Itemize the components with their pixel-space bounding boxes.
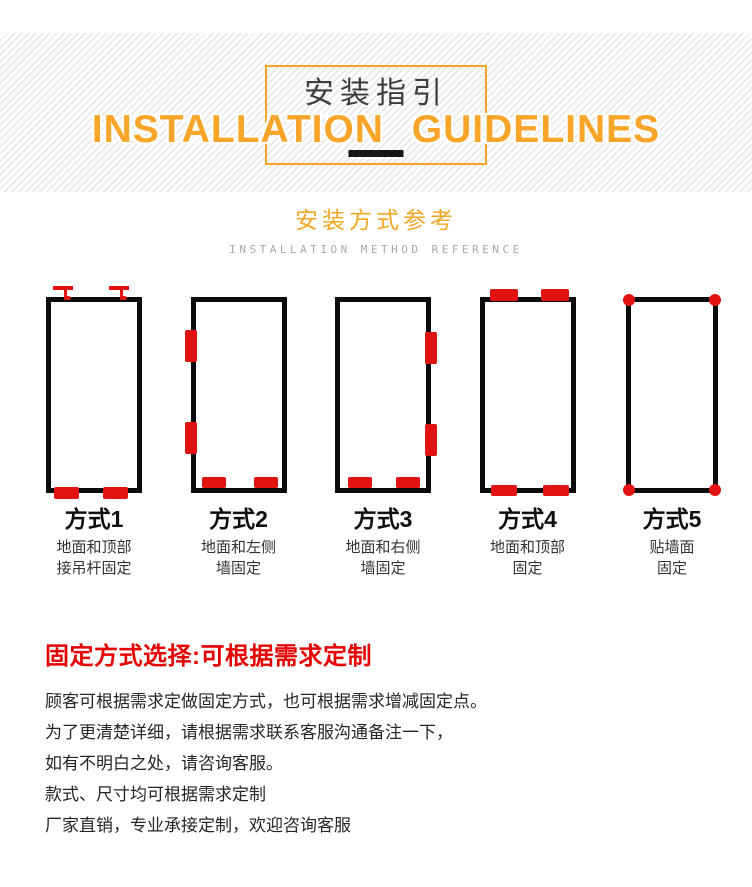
fixing-marker-bottom — [103, 487, 128, 499]
method-desc-line: 地面和顶部 — [56, 539, 132, 556]
note-line: 款式、尺寸均可根据需求定制 — [45, 785, 266, 804]
method-desc-line: 地面和右侧 — [345, 539, 421, 556]
method-desc: 地面和左侧 墙固定 — [201, 537, 276, 579]
method-desc-line: 墙固定 — [215, 560, 261, 577]
method-desc-line: 接吊杆固定 — [56, 560, 132, 577]
fixing-marker-corner-dot — [623, 484, 635, 496]
customization-notes: 固定方式选择:可根据需求定制 顾客可根据需求定做固定方式，也可根据需求增减固定点… — [0, 643, 752, 841]
section-subtitle-en: INSTALLATION METHOD REFERENCE — [229, 243, 523, 256]
method-name: 方式4 — [498, 506, 557, 532]
method-1-diagram — [46, 286, 142, 499]
method-5-column: 方式5 贴墙面 固定 — [622, 281, 722, 579]
method-4-column: 方式4 地面和顶部 固定 — [478, 281, 578, 579]
fixing-marker-bottom — [542, 485, 569, 496]
fixing-marker-bottom — [396, 477, 420, 488]
fixing-marker-left-wall — [184, 330, 197, 362]
method-desc-line: 贴墙面 — [649, 539, 695, 556]
hanger-rod-icon — [53, 286, 73, 302]
fixing-marker-bottom — [348, 477, 372, 488]
section-subtitle-cn: 安装方式参考 — [295, 207, 457, 233]
fixing-marker-right-wall — [425, 332, 437, 364]
method-name: 方式2 — [209, 506, 268, 532]
notes-heading: 固定方式选择:可根据需求定制 — [45, 643, 372, 670]
fixing-marker-corner-dot — [709, 294, 721, 306]
fixing-marker-right-wall — [425, 424, 437, 456]
title-underline-bar — [348, 150, 404, 157]
methods-row: 方式1 地面和顶部 接吊杆固定 方式2 地面和左侧 墙固定 — [0, 281, 752, 579]
fixing-marker-corner-dot — [709, 484, 721, 496]
method-name: 方式3 — [353, 506, 413, 532]
method-desc: 地面和右侧 墙固定 — [345, 537, 420, 579]
fixing-marker-left-wall — [184, 422, 197, 454]
note-line: 厂家直销，专业承接定制，欢迎咨询客服 — [45, 816, 351, 835]
method-3-diagram — [335, 297, 437, 493]
fixing-marker-top — [489, 289, 518, 301]
note-line: 为了更清楚详细，请根据需求联系客服沟通备注一下， — [45, 723, 453, 742]
fixing-marker-bottom — [54, 487, 79, 499]
method-desc: 地面和顶部 接吊杆固定 — [56, 537, 131, 579]
note-line: 如有不明白之处，请咨询客服。 — [45, 754, 283, 773]
page-title-en: INSTALLATION GUIDELINES — [91, 108, 661, 151]
page-title-cn: 安装指引 — [304, 77, 448, 110]
method-desc-line: 地面和左侧 — [200, 539, 276, 556]
fixing-marker-bottom — [201, 477, 226, 488]
hero-frame-border — [265, 65, 487, 165]
method-1-column: 方式1 地面和顶部 接吊杆固定 — [44, 281, 144, 579]
fixing-marker-top — [540, 289, 569, 301]
fixing-marker-bottom — [253, 477, 278, 488]
method-2-diagram — [184, 297, 287, 493]
method-desc-line: 固定 — [512, 560, 543, 577]
method-desc-line: 固定 — [656, 560, 687, 577]
method-desc-line: 墙固定 — [360, 560, 406, 577]
fixing-marker-bottom — [490, 485, 517, 496]
hanger-rod-icon — [109, 286, 129, 302]
method-desc: 地面和顶部 固定 — [490, 537, 565, 579]
method-desc-line: 地面和顶部 — [489, 539, 565, 556]
method-5-diagram — [623, 294, 721, 496]
method-4-diagram — [479, 289, 576, 496]
method-3-column: 方式3 地面和右侧 墙固定 — [333, 281, 437, 579]
method-name: 方式5 — [642, 506, 702, 532]
method-desc: 贴墙面 固定 — [649, 537, 694, 579]
note-line: 顾客可根据需求定做固定方式，也可根据需求增减固定点。 — [45, 692, 487, 711]
fixing-marker-corner-dot — [623, 294, 635, 306]
method-name: 方式1 — [64, 506, 124, 532]
method-2-column: 方式2 地面和左侧 墙固定 — [184, 281, 289, 579]
hero-header: 安装指引 INSTALLATION GUIDELINES — [0, 33, 752, 192]
